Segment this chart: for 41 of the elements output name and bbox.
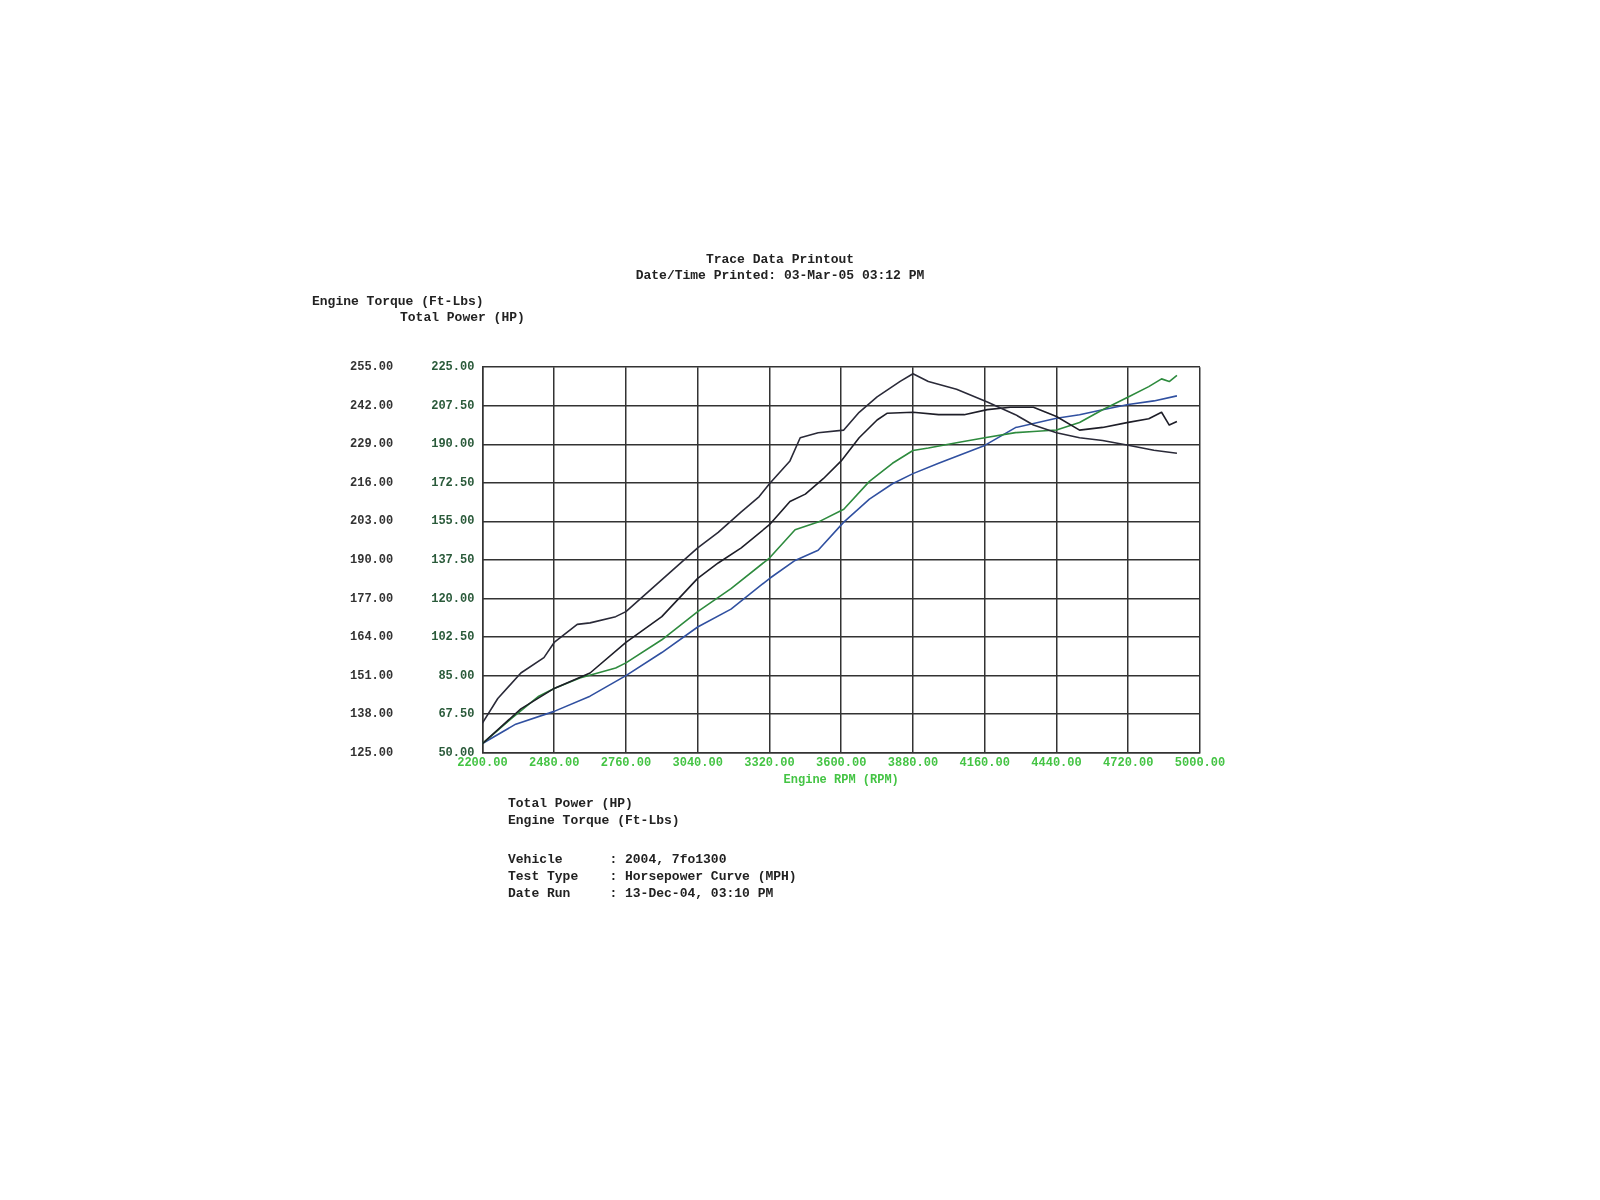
x-tick-label: 3880.00 [887,756,939,771]
y2-tick-label: 67.50 [438,707,475,722]
y2-tick-label: 120.00 [431,591,475,606]
text: Total Power (HP) [508,795,634,812]
text: Vehicle : 2004, 7fo1300 [508,851,728,868]
text: Date Run : 13-Dec-04, 03:10 PM [508,885,775,902]
y-tick-label: 255.00 [349,360,394,375]
x-tick-label: 4440.00 [1031,756,1082,771]
y-axis-title: Engine Torque (Ft-Lbs) [312,294,484,309]
y-tick-label: 164.00 [349,630,394,645]
y2-tick-label: 85.00 [438,668,475,683]
text: Test Type : Horsepower Curve (MPH) [508,868,797,885]
y2-axis-title: Total Power (HP) [400,310,525,325]
text: Engine Torque (Ft-Lbs) [508,812,681,829]
y2-tick-label: 225.00 [431,360,475,375]
x-tick-label: 4160.00 [959,756,1010,771]
y-tick-label: 216.00 [349,475,394,490]
y-tick-label: 138.00 [349,707,394,722]
chart-subtitle: Date/Time Printed: 03-Mar-05 03:12 PM [634,268,926,283]
y2-tick-label: 207.50 [431,398,475,413]
x-tick-label: 2760.00 [600,756,652,771]
y-tick-label: 229.00 [349,437,394,452]
y-tick-label: 125.00 [349,745,394,760]
y2-tick-label: 137.50 [431,553,475,568]
x-tick-label: 2480.00 [528,756,580,771]
y2-tick-label: 190.00 [431,437,475,452]
y-tick-label: 242.00 [349,398,394,413]
x-tick-label: 4720.00 [1103,756,1154,771]
x-tick-label: 5000.00 [1174,756,1226,771]
x-tick-label: 3320.00 [744,756,795,771]
y-tick-label: 151.00 [349,668,394,683]
x-tick-label: 3040.00 [672,756,723,771]
x-tick-label: 3600.00 [816,756,867,771]
y2-tick-label: 172.50 [431,475,475,490]
y-tick-label: 177.00 [349,591,394,606]
y-tick-label: 203.00 [349,514,394,529]
y2-tick-label: 102.50 [431,630,475,645]
y2-tick-label: 155.00 [431,514,475,529]
x-axis-title: Engine RPM (RPM) [783,773,899,788]
chart-title: Trace Data Printout [704,252,856,267]
y-tick-label: 190.00 [349,553,394,568]
